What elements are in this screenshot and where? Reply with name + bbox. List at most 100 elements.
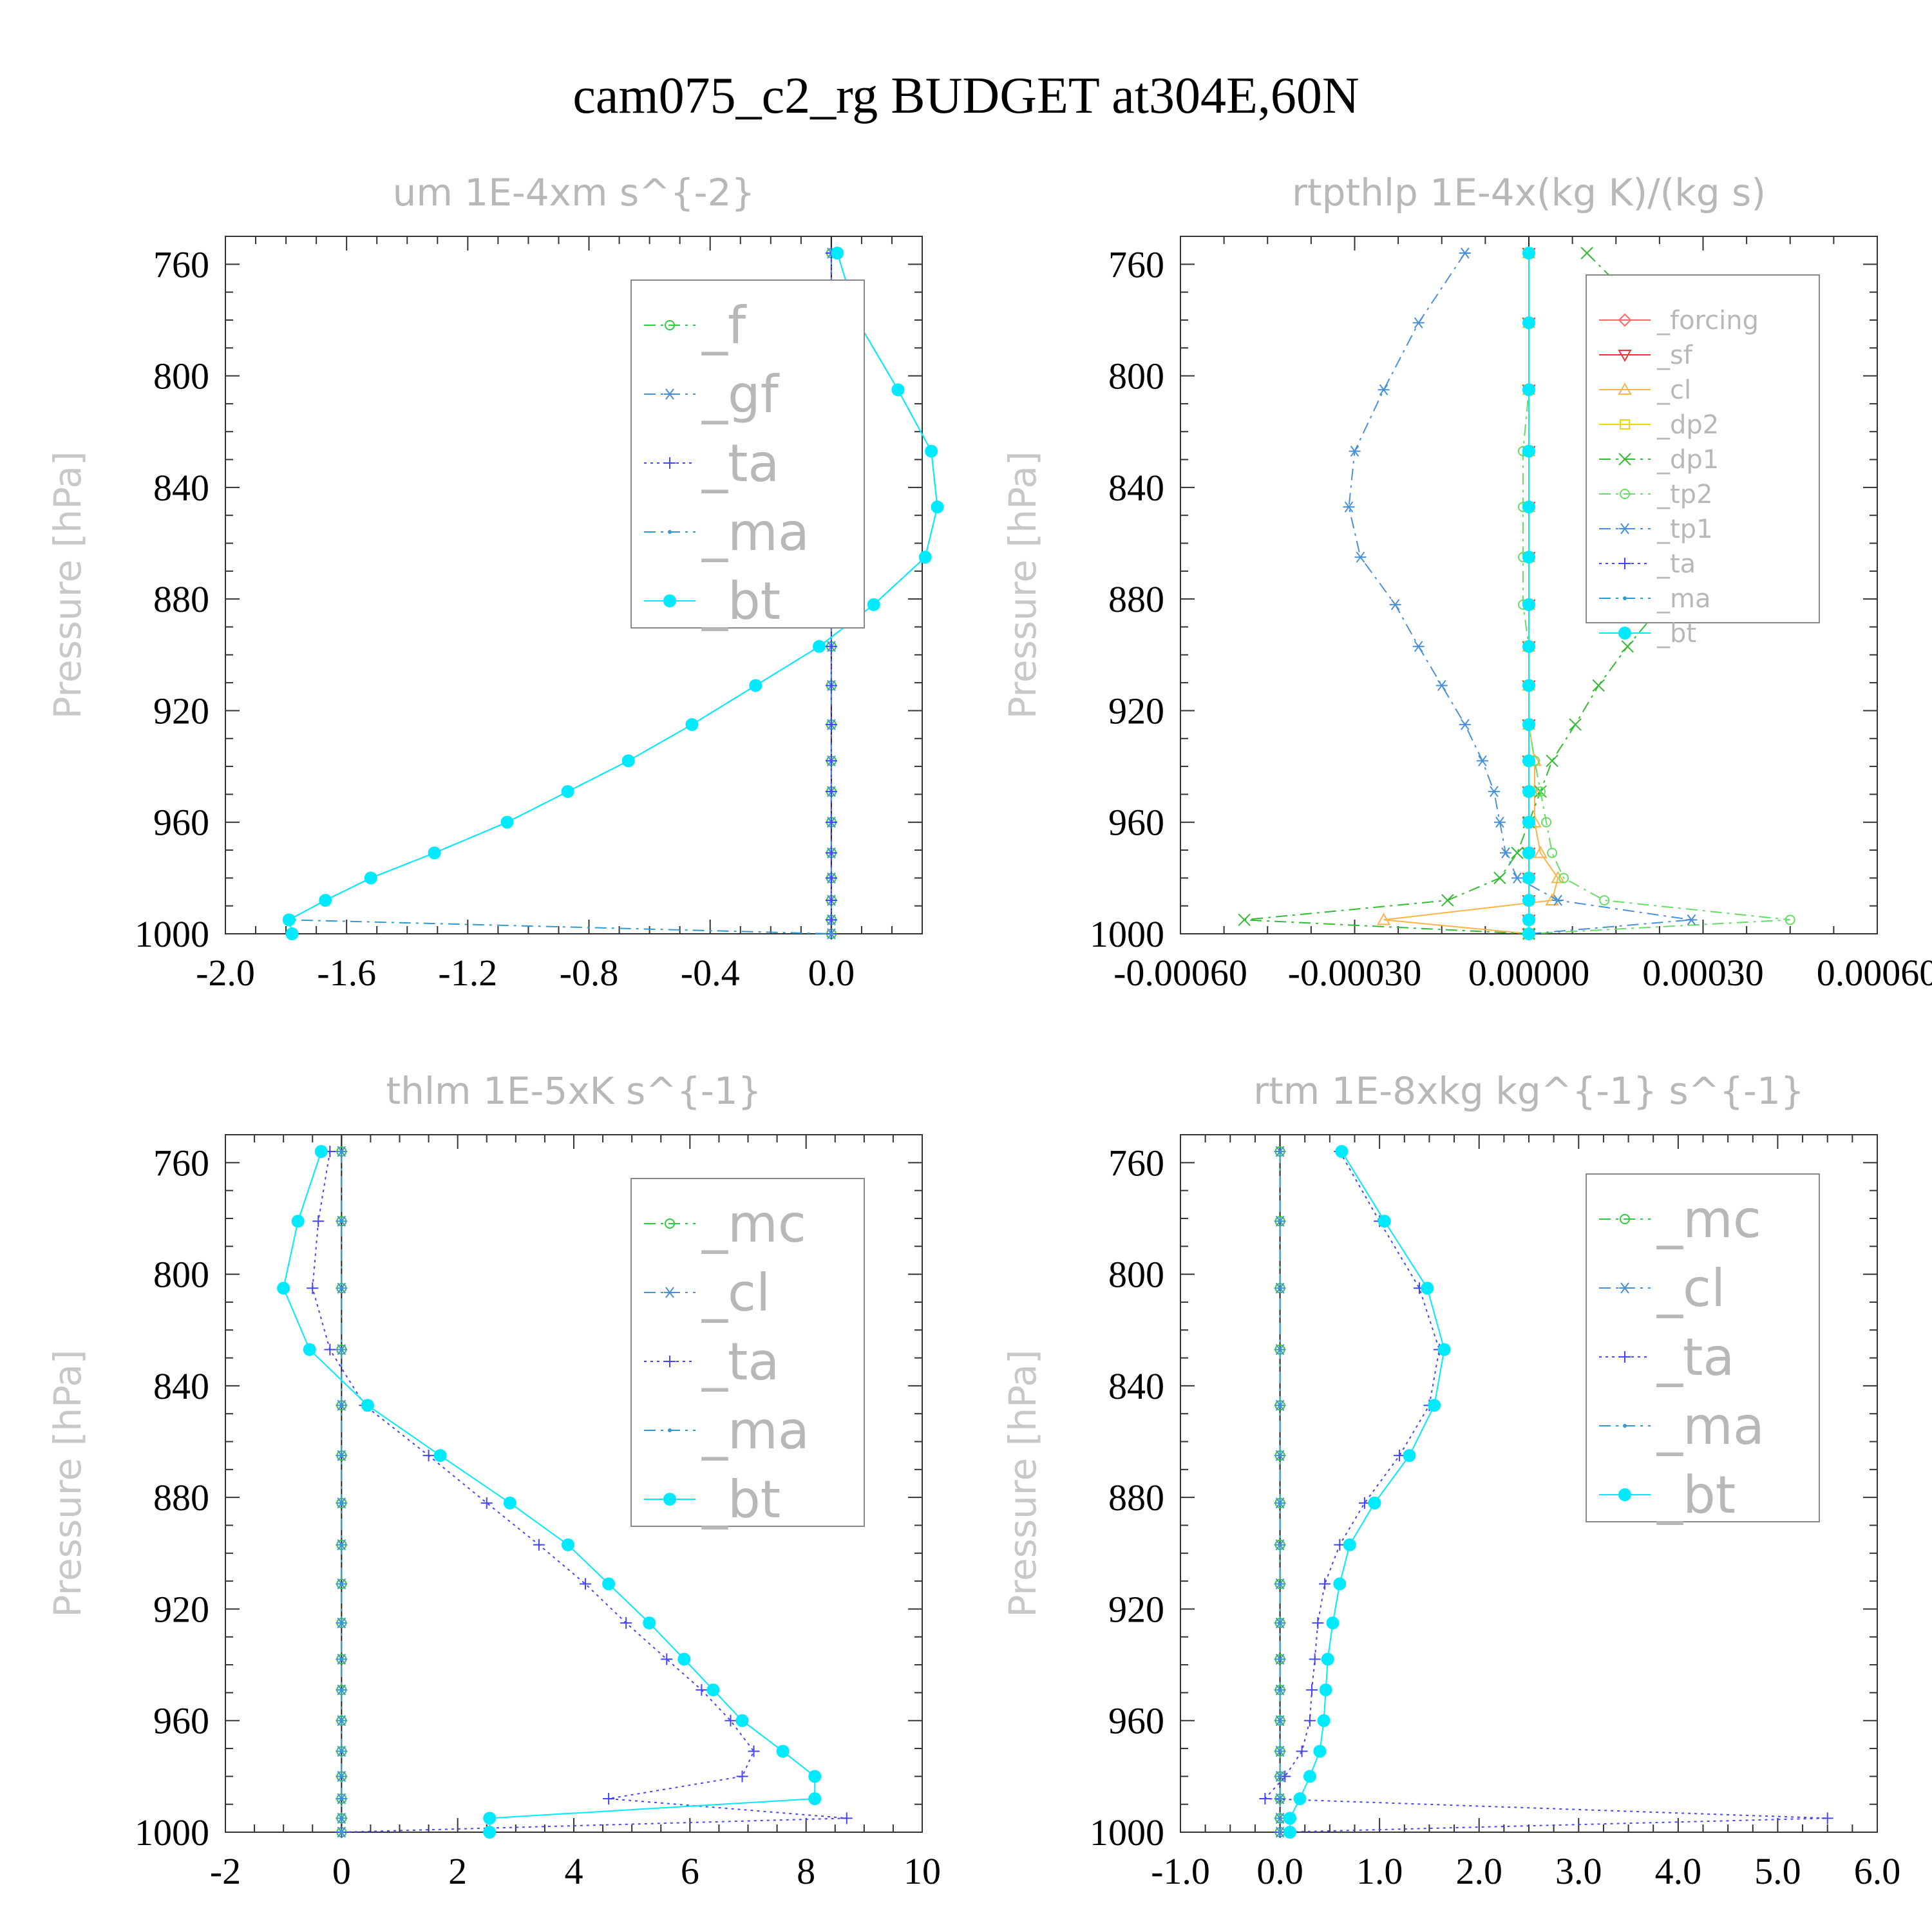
legend-marker <box>1618 382 1632 395</box>
legend-marker <box>1618 350 1632 363</box>
data-point <box>1551 871 1565 884</box>
data-point <box>1278 1797 1282 1801</box>
legend-label: _bt <box>701 1470 781 1530</box>
data-point <box>503 1496 516 1510</box>
data-point <box>1522 598 1535 611</box>
x-tick-label: 0 <box>332 1850 351 1892</box>
data-point <box>1293 1792 1307 1806</box>
y-tick-label: 960 <box>153 1700 209 1742</box>
data-point <box>1283 1812 1297 1825</box>
data-point <box>1511 872 1523 884</box>
legend-label: _ma <box>701 502 810 562</box>
data-point <box>1522 639 1535 653</box>
y-tick-label: 1000 <box>1090 913 1164 955</box>
data-point <box>706 1683 720 1697</box>
data-point <box>1378 384 1390 395</box>
legend-box <box>630 279 865 629</box>
legend-label: _mc <box>1656 1189 1761 1249</box>
data-point <box>1511 846 1524 860</box>
data-point <box>339 1286 344 1291</box>
data-point <box>1522 383 1535 397</box>
data-point <box>580 1578 592 1590</box>
legend-marker <box>1618 627 1631 639</box>
y-tick-label: 1000 <box>1090 1812 1164 1853</box>
data-point <box>1343 501 1355 513</box>
legend-label: _ma <box>1656 584 1710 614</box>
data-point <box>831 246 844 260</box>
data-point <box>1522 894 1535 907</box>
x-tick-label: 2 <box>448 1850 467 1892</box>
y-axis-label: Pressure [hPa] <box>1001 1349 1045 1617</box>
legend-label: _tp1 <box>1656 515 1713 544</box>
data-point <box>1335 1144 1349 1158</box>
legend-marker <box>1618 453 1631 466</box>
legend-label: _ta <box>1656 1327 1734 1387</box>
data-point <box>603 1793 615 1805</box>
data-point <box>1522 754 1535 768</box>
data-point <box>1319 1683 1332 1697</box>
data-point <box>339 1454 344 1458</box>
data-point <box>1592 679 1605 692</box>
panel-title: rtpthlp 1E-4x(kg K)/(kg s) <box>1292 171 1766 214</box>
legend-label: _ta <box>701 433 779 493</box>
x-tick-label: -1.6 <box>317 952 376 994</box>
data-point <box>1313 1745 1327 1758</box>
data-point <box>1278 1347 1282 1352</box>
series-cl <box>1376 245 1565 939</box>
data-point <box>1412 641 1425 652</box>
data-point <box>339 1830 344 1834</box>
data-point <box>1522 846 1535 860</box>
legend-label: _cl <box>1656 375 1691 405</box>
data-point <box>1278 1830 1282 1834</box>
x-tick-label: 2.0 <box>1455 1850 1502 1892</box>
series-line <box>1522 253 1790 934</box>
series-line <box>1244 252 1727 934</box>
data-point <box>1309 1653 1321 1665</box>
y-tick-label: 760 <box>153 1142 209 1184</box>
data-point <box>1321 1653 1334 1666</box>
legend-marker <box>668 530 672 534</box>
legend-marker <box>1619 1351 1631 1363</box>
data-point <box>1533 846 1548 858</box>
legend-label: _ma <box>701 1401 810 1461</box>
data-point <box>825 816 837 828</box>
x-tick-label: 5.0 <box>1754 1850 1801 1892</box>
y-tick-label: 920 <box>153 690 209 732</box>
x-tick-label: 0.0 <box>808 952 855 994</box>
x-tick-label: 4 <box>565 1850 583 1892</box>
data-point <box>1541 817 1552 828</box>
data-point <box>867 598 880 611</box>
legend-marker <box>663 594 676 607</box>
data-point <box>339 1657 344 1662</box>
y-tick-label: 920 <box>153 1588 209 1630</box>
data-point <box>1488 786 1500 797</box>
x-tick-label: 6.0 <box>1854 1850 1901 1892</box>
data-point <box>1459 719 1471 730</box>
legend-label: _bt <box>1656 1465 1736 1525</box>
data-point <box>339 1621 344 1625</box>
data-point <box>1296 1745 1308 1757</box>
legend-label: _ta <box>701 1332 779 1392</box>
y-axis-label: Pressure [hPa] <box>1001 451 1045 719</box>
data-point <box>533 1539 545 1551</box>
legend: _forcing _sf _cl _dp2 _dp1 _tp2 _tp1 _ta _ma _bt <box>1586 274 1820 649</box>
x-tick-label: -0.00030 <box>1288 952 1422 994</box>
data-point <box>1522 718 1535 732</box>
data-point <box>1441 894 1454 907</box>
legend-label: _mc <box>701 1194 806 1254</box>
data-point <box>319 894 332 907</box>
data-point <box>1493 871 1506 885</box>
data-point <box>1343 1538 1356 1551</box>
data-point <box>621 754 635 768</box>
data-point <box>925 444 938 458</box>
y-tick-label: 880 <box>1108 1477 1164 1519</box>
data-point <box>825 679 837 692</box>
series-bt <box>277 1144 822 1839</box>
series-ma <box>1278 1149 1282 1834</box>
data-point <box>1278 1657 1282 1662</box>
series-ma <box>339 1149 344 1834</box>
data-point <box>1522 444 1535 458</box>
data-point <box>1306 1684 1318 1696</box>
data-point <box>1278 1688 1282 1692</box>
legend-marker <box>1619 558 1631 569</box>
